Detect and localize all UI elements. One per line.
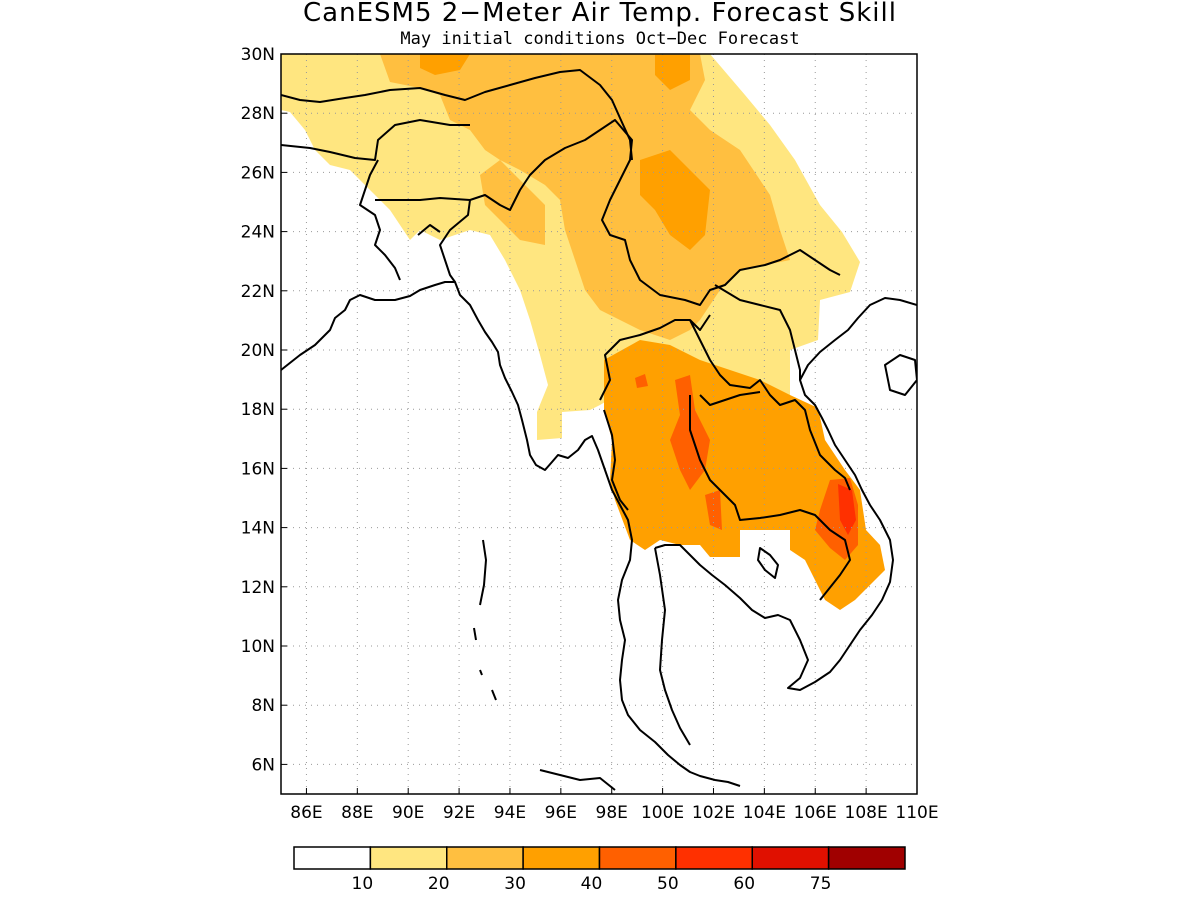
colorbar-label-10: 10 — [352, 874, 374, 894]
border-india-myanmar — [469, 119, 841, 306]
longitude-labels: 86E 88E 90E 92E 94E 96E 98E 100E 102E 104E 106E 108… — [290, 803, 938, 823]
lat-label-20N: 20N — [241, 341, 275, 361]
coastlines-and-borders — [281, 69, 917, 791]
lat-label-22N: 22N — [241, 282, 275, 302]
lat-label-6N: 6N — [251, 755, 275, 775]
lon-label-102E: 102E — [692, 803, 735, 823]
border-north — [281, 69, 633, 161]
colorbar-label-50: 50 — [657, 874, 679, 894]
colorbar-label-60: 60 — [733, 874, 755, 894]
border-laos — [689, 284, 851, 601]
skill-band-30-40 — [420, 54, 885, 610]
colorbar: 10 20 30 40 50 60 75 — [293, 846, 906, 894]
lat-label-16N: 16N — [241, 459, 275, 479]
axis-ticks — [281, 53, 918, 794]
colorbar-label-20: 20 — [428, 874, 450, 894]
colorbar-swatch-1 — [369, 846, 448, 870]
coastline-malay — [539, 769, 616, 791]
colorbar-label-40: 40 — [581, 874, 603, 894]
chart-subtitle: May initial conditions Oct−Dec Forecast — [400, 29, 800, 49]
lon-label-104E: 104E — [743, 803, 786, 823]
colorbar-label-30: 30 — [504, 874, 526, 894]
lon-label-86E: 86E — [290, 803, 322, 823]
skill-band-20-30 — [380, 54, 790, 340]
andaman-islands — [473, 539, 497, 701]
colorbar-swatch-4 — [598, 846, 677, 870]
skill-band-50-60 — [838, 484, 856, 535]
lat-label-28N: 28N — [241, 104, 275, 124]
lon-label-98E: 98E — [596, 803, 628, 823]
lon-label-88E: 88E — [341, 803, 373, 823]
lon-label-100E: 100E — [641, 803, 684, 823]
colorbar-swatch-2 — [446, 846, 524, 870]
lon-label-96E: 96E — [545, 803, 577, 823]
border-nepal — [281, 119, 470, 161]
colorbar-swatch-7 — [827, 846, 906, 870]
coastline-east — [654, 297, 917, 691]
colorbar-swatch-0 — [293, 846, 372, 870]
colorbar-label-75: 75 — [810, 874, 832, 894]
lon-label-90E: 90E — [392, 803, 424, 823]
coastline-west — [281, 281, 741, 787]
skill-shading — [281, 54, 885, 610]
lon-label-92E: 92E — [443, 803, 475, 823]
plot-frame — [280, 53, 918, 795]
lon-label-94E: 94E — [494, 803, 526, 823]
lat-label-10N: 10N — [241, 637, 275, 657]
lat-label-18N: 18N — [241, 400, 275, 420]
border-myanmar-thailand — [599, 314, 711, 511]
lon-label-108E: 108E — [845, 803, 888, 823]
lat-label-8N: 8N — [251, 696, 275, 716]
lat-label-14N: 14N — [241, 519, 275, 539]
colorbar-swatch-5 — [675, 846, 753, 870]
latitude-labels: 30N 28N 26N 24N 22N 20N 18N 16N 14N 12N 10N 8N 6N — [241, 45, 275, 775]
lon-label-106E: 106E — [794, 803, 837, 823]
tonle-sap — [757, 547, 779, 579]
coastline-gulf — [654, 547, 691, 746]
lat-label-30N: 30N — [241, 45, 275, 65]
island-hainan — [884, 354, 917, 396]
chart-title: CanESM5 2−Meter Air Temp. Forecast Skill — [303, 0, 897, 28]
lat-label-26N: 26N — [241, 163, 275, 183]
border-bangladesh — [359, 159, 471, 283]
lon-label-110E: 110E — [895, 803, 938, 823]
lat-label-12N: 12N — [241, 578, 275, 598]
lat-label-24N: 24N — [241, 223, 275, 243]
colorbar-swatch-6 — [751, 846, 830, 870]
colorbar-swatch-3 — [522, 846, 601, 870]
